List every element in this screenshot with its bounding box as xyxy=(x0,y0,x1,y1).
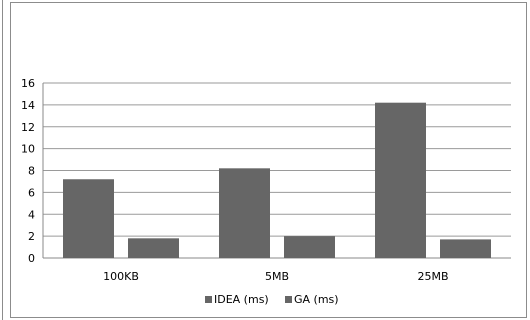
bars xyxy=(63,102,491,258)
bar-ga-25mb xyxy=(440,239,491,258)
legend-label: GA (ms) xyxy=(294,293,339,306)
chart-frame xyxy=(10,2,527,318)
y-tick-label: 2 xyxy=(28,230,35,243)
x-tick-label: 100KB xyxy=(103,270,139,283)
y-tick-label: 4 xyxy=(28,208,35,221)
x-tick-label: 5MB xyxy=(265,270,289,283)
bar-idea-5mb xyxy=(219,168,270,258)
x-tick-label: 25MB xyxy=(417,270,448,283)
legend-label: IDEA (ms) xyxy=(214,293,269,306)
y-tick-label: 8 xyxy=(28,165,35,178)
y-tick-label: 16 xyxy=(21,77,35,90)
bar-idea-100kb xyxy=(63,179,114,258)
y-axis-labels: 0 2 4 6 8 10 12 14 16 xyxy=(21,77,35,265)
y-tick-label: 14 xyxy=(21,99,35,112)
y-tick-label: 6 xyxy=(28,186,35,199)
bar-ga-5mb xyxy=(284,236,335,258)
bar-idea-25mb xyxy=(375,102,426,258)
legend-swatch xyxy=(285,296,292,303)
y-tick-label: 12 xyxy=(21,121,35,134)
x-axis-labels: 100KB 5MB 25MB xyxy=(103,270,448,283)
left-edge-line xyxy=(0,0,3,320)
legend: IDEA (ms) GA (ms) xyxy=(205,293,339,306)
legend-swatch xyxy=(205,296,212,303)
bar-ga-100kb xyxy=(128,238,179,258)
gridlines xyxy=(42,82,511,259)
y-tick-label: 0 xyxy=(28,252,35,265)
y-tick-label: 10 xyxy=(21,143,35,156)
